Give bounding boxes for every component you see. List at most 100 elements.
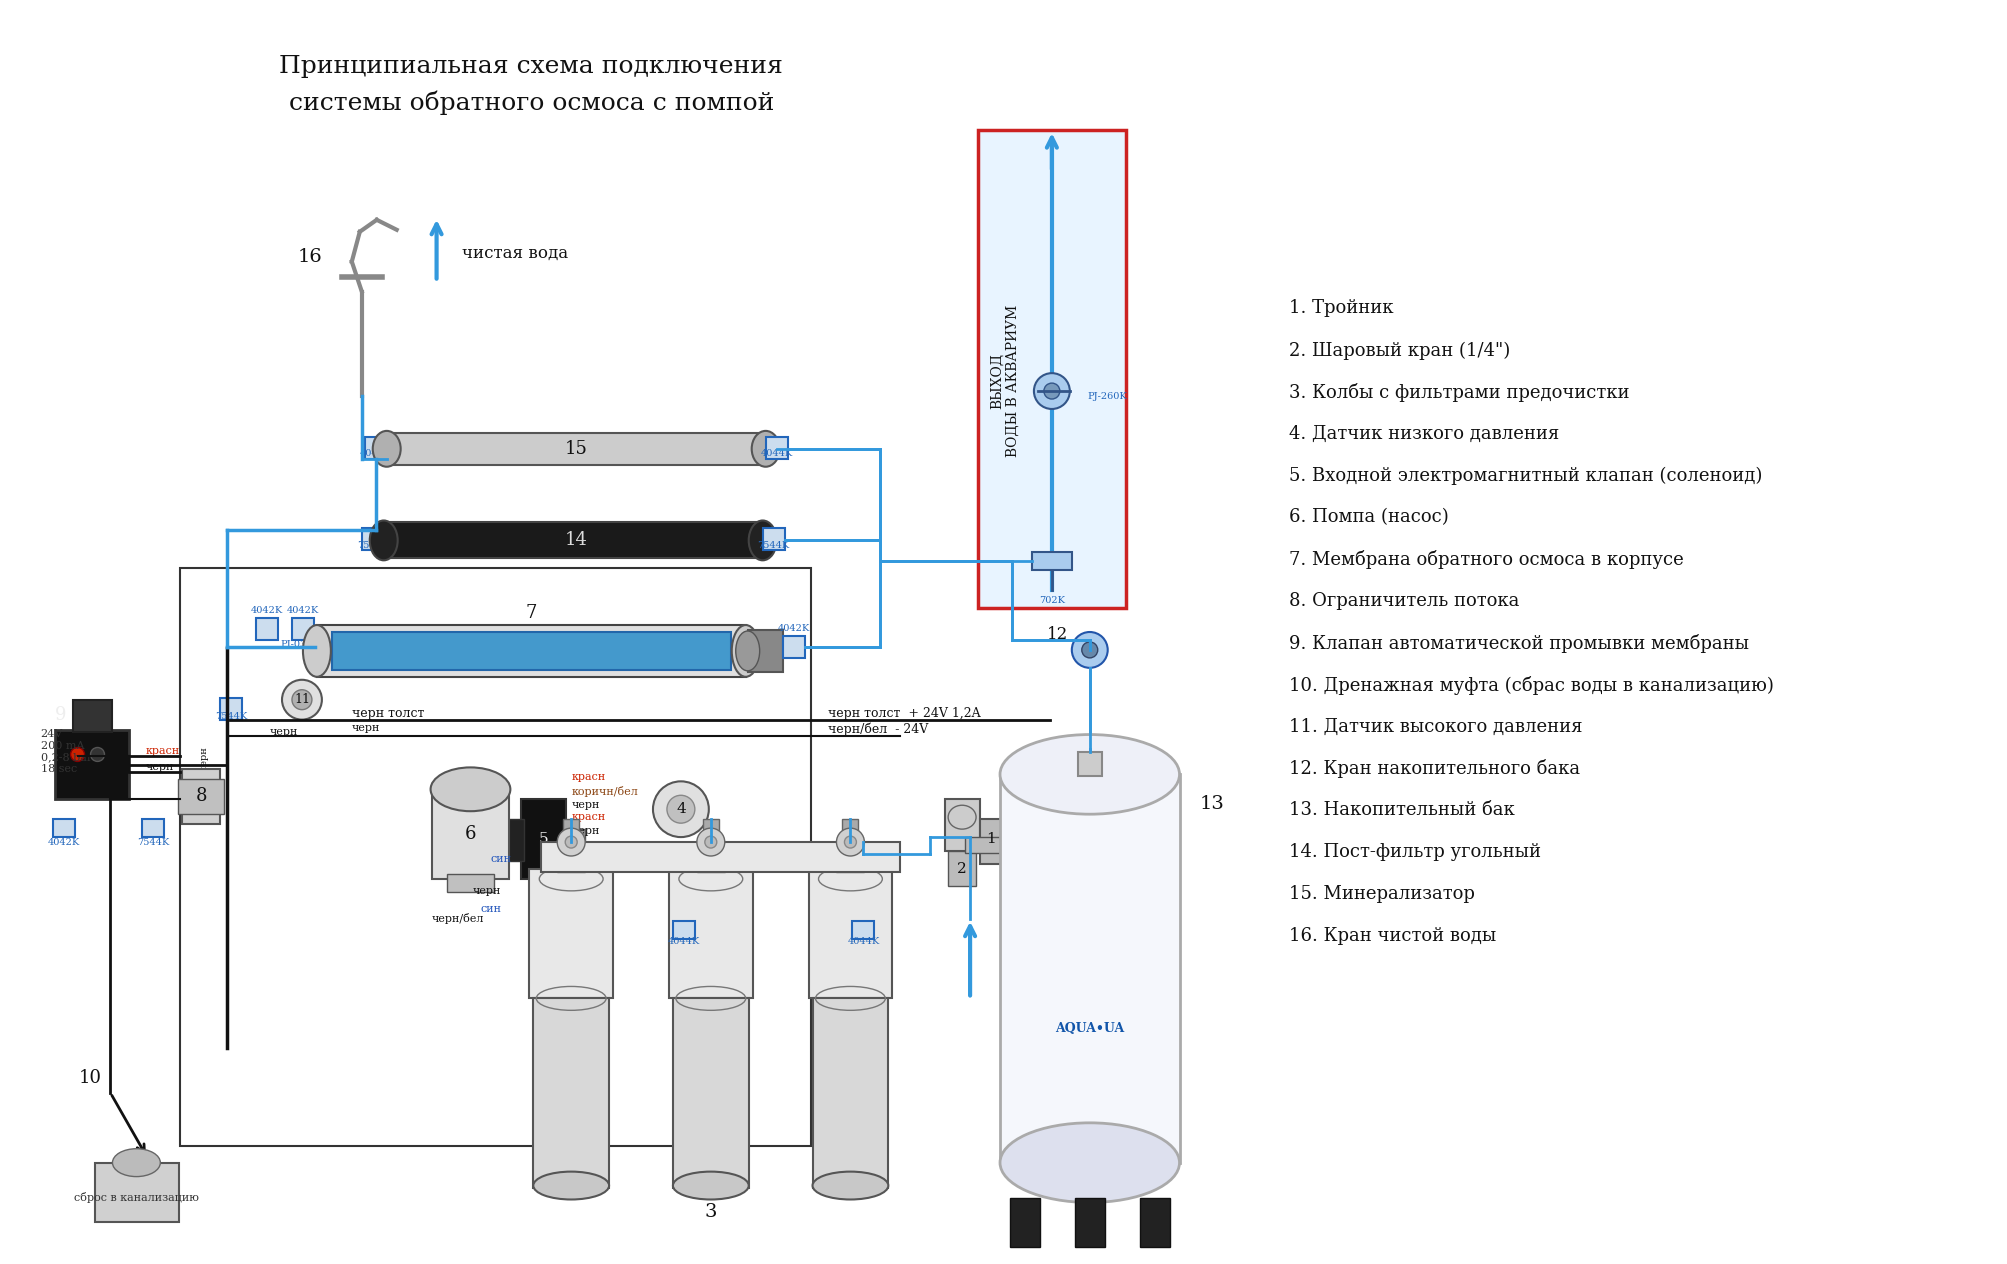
Bar	[1078, 752, 1102, 776]
Bar	[747, 629, 783, 672]
Text: красн: красн	[570, 813, 606, 822]
Bar	[1074, 1197, 1104, 1248]
Ellipse shape	[999, 734, 1178, 814]
Circle shape	[1034, 373, 1070, 410]
Text: 15. Минерализатор: 15. Минерализатор	[1288, 885, 1475, 902]
Text: син: син	[490, 854, 512, 865]
Bar	[853, 920, 873, 939]
Text: 1: 1	[985, 832, 995, 846]
Text: черн толст  + 24V 1,2A: черн толст + 24V 1,2A	[829, 707, 981, 720]
Text: 12: 12	[1046, 627, 1068, 643]
Bar	[765, 437, 787, 459]
Bar	[542, 842, 899, 872]
Bar	[432, 789, 510, 878]
Bar	[672, 999, 749, 1188]
Text: черн: черн	[351, 723, 379, 733]
Bar	[783, 636, 805, 657]
Text: 4044K: 4044K	[761, 449, 793, 459]
Bar	[837, 844, 863, 872]
Text: 4044K: 4044K	[359, 449, 391, 459]
Ellipse shape	[112, 1149, 161, 1177]
Text: 4042K: 4042K	[251, 605, 283, 616]
Text: 6. Помпа (насос): 6. Помпа (насос)	[1288, 508, 1449, 527]
Text: 14: 14	[564, 531, 588, 550]
Circle shape	[1072, 632, 1108, 667]
Text: 3: 3	[704, 1203, 716, 1221]
Text: 4042K: 4042K	[777, 624, 809, 633]
Text: 4042K: 4042K	[48, 838, 80, 847]
Circle shape	[558, 828, 584, 856]
Bar	[317, 624, 745, 676]
Bar	[680, 854, 702, 872]
Text: 11: 11	[293, 693, 309, 707]
Text: 5. Входной электромагнитный клапан (соленоид): 5. Входной электромагнитный клапан (соле…	[1288, 466, 1762, 485]
Text: вход воды
из водопровода: вход воды из водопровода	[999, 959, 1102, 987]
Ellipse shape	[999, 1122, 1178, 1202]
Text: 7544K: 7544K	[357, 541, 389, 550]
Text: 4044K: 4044K	[847, 937, 879, 947]
Ellipse shape	[303, 624, 331, 676]
Text: системы обратного осмоса с помпой: системы обратного осмоса с помпой	[289, 91, 773, 115]
Bar	[809, 868, 891, 999]
Text: 10: 10	[78, 1069, 102, 1087]
Text: черн толст: черн толст	[351, 707, 423, 720]
Bar	[843, 819, 857, 847]
Text: 7: 7	[526, 604, 536, 622]
Text: 4044K: 4044K	[676, 870, 708, 878]
Text: 8. Ограничитель потока: 8. Ограничитель потока	[1288, 592, 1519, 611]
Text: PJ-260K: PJ-260K	[1088, 392, 1128, 401]
Bar	[1140, 1197, 1168, 1248]
Bar	[558, 844, 584, 872]
Text: 7. Мембрана обратного осмоса в корпусе: 7. Мембрана обратного осмоса в корпусе	[1288, 550, 1684, 569]
Bar	[945, 799, 979, 851]
Circle shape	[291, 690, 311, 709]
Circle shape	[90, 747, 104, 761]
Bar	[181, 569, 811, 1145]
Bar	[562, 819, 578, 847]
Text: 7544K: 7544K	[136, 838, 169, 847]
Bar	[54, 729, 128, 799]
Bar	[257, 618, 277, 640]
Circle shape	[281, 680, 321, 719]
Circle shape	[70, 747, 84, 761]
Text: 3. Колбы с фильтрами предочистки: 3. Колбы с фильтрами предочистки	[1288, 383, 1630, 402]
Text: 1. Тройник: 1. Тройник	[1288, 300, 1393, 317]
Circle shape	[652, 781, 708, 837]
Bar	[506, 819, 524, 861]
Text: 7544K: 7544K	[215, 712, 247, 722]
Ellipse shape	[373, 431, 401, 466]
Text: 6: 6	[464, 825, 476, 843]
Bar	[530, 868, 612, 999]
Bar	[562, 829, 584, 860]
Bar	[977, 130, 1126, 608]
Bar	[446, 873, 494, 892]
Bar	[183, 770, 221, 824]
Text: 7544K: 7544K	[757, 541, 789, 550]
Text: красн: красн	[145, 747, 179, 756]
Text: черн: черн	[269, 727, 299, 737]
Text: красн: красн	[570, 772, 606, 782]
Text: черн/бел  - 24V: черн/бел - 24V	[829, 723, 929, 737]
Ellipse shape	[751, 431, 779, 466]
Text: 2. Шаровый кран (1/4"): 2. Шаровый кран (1/4")	[1288, 341, 1509, 359]
Text: PJ-031: PJ-031	[281, 641, 313, 650]
Text: ВЫХОД
ВОДЫ В АКВАРИУМ: ВЫХОД ВОДЫ В АКВАРИУМ	[989, 305, 1020, 458]
Bar	[331, 632, 731, 670]
Text: чистая вода: чистая вода	[462, 245, 568, 262]
Text: Принципиальная схема подключения: Принципиальная схема подключения	[279, 54, 783, 77]
Text: черн: черн	[570, 800, 600, 810]
Bar	[702, 819, 719, 847]
Text: 702K: 702K	[1038, 595, 1064, 604]
Circle shape	[845, 836, 855, 848]
Text: 14. Пост-фильтр угольный: 14. Пост-фильтр угольный	[1288, 843, 1541, 861]
Ellipse shape	[369, 521, 397, 560]
Text: черн: черн	[570, 827, 600, 836]
Circle shape	[1044, 383, 1060, 399]
Bar	[142, 819, 165, 837]
Circle shape	[696, 828, 725, 856]
Bar	[534, 999, 608, 1188]
Bar	[522, 799, 566, 878]
Text: син: син	[482, 904, 502, 914]
Text: 4. Датчик низкого давления: 4. Датчик низкого давления	[1288, 425, 1559, 442]
Text: 13: 13	[1198, 795, 1224, 813]
